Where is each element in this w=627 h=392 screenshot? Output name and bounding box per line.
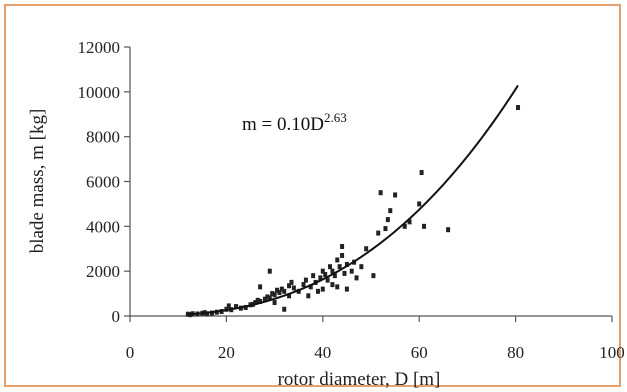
data-point bbox=[282, 306, 287, 312]
data-point bbox=[383, 226, 388, 232]
data-point bbox=[315, 288, 320, 294]
axes bbox=[124, 46, 613, 322]
data-point bbox=[275, 287, 280, 293]
y-tick-label: 0 bbox=[112, 307, 121, 326]
data-point bbox=[328, 264, 333, 270]
x-tick-label: 20 bbox=[218, 343, 235, 362]
data-point bbox=[422, 223, 427, 229]
data-point bbox=[311, 273, 316, 279]
data-point bbox=[234, 304, 239, 310]
y-tick-label: 4000 bbox=[86, 217, 120, 236]
data-point bbox=[354, 275, 359, 281]
data-point bbox=[376, 230, 381, 236]
data-point bbox=[287, 283, 292, 289]
data-point bbox=[243, 304, 248, 310]
data-point bbox=[516, 105, 521, 111]
data-point bbox=[407, 219, 412, 225]
equation-exponent: 2.63 bbox=[324, 110, 347, 125]
data-point bbox=[335, 257, 340, 263]
data-point bbox=[282, 288, 287, 294]
y-tick-label: 8000 bbox=[86, 128, 120, 147]
data-point bbox=[258, 284, 263, 290]
y-tick-label: 6000 bbox=[86, 173, 120, 192]
data-point bbox=[337, 264, 342, 270]
data-point bbox=[267, 268, 272, 274]
data-point bbox=[205, 311, 210, 317]
data-point bbox=[267, 295, 272, 301]
y-tick-label: 10000 bbox=[78, 83, 121, 102]
data-point bbox=[349, 268, 354, 274]
data-point bbox=[262, 296, 267, 302]
data-point bbox=[253, 300, 258, 306]
data-point bbox=[388, 208, 393, 214]
data-point bbox=[291, 285, 296, 291]
data-point bbox=[320, 286, 325, 292]
data-point bbox=[393, 192, 398, 198]
data-point bbox=[335, 284, 340, 290]
data-point bbox=[289, 279, 294, 285]
equation-base: m = 0.10D bbox=[242, 114, 324, 135]
data-point bbox=[320, 268, 325, 274]
data-point bbox=[272, 300, 277, 306]
y-tick-label: 12000 bbox=[78, 38, 121, 57]
data-point bbox=[296, 288, 301, 294]
data-point bbox=[330, 282, 335, 288]
data-point bbox=[270, 291, 275, 297]
data-point bbox=[303, 277, 308, 283]
data-point bbox=[342, 270, 347, 276]
data-point bbox=[325, 277, 330, 283]
data-point bbox=[306, 293, 311, 299]
data-point bbox=[344, 286, 349, 292]
data-point bbox=[344, 261, 349, 267]
data-point bbox=[340, 244, 345, 250]
data-point bbox=[446, 227, 451, 233]
x-tick-label: 0 bbox=[126, 343, 135, 362]
tick-labels: 0 2000 4000 6000 8000 10000 12000 0 20 40 60 80 100 bbox=[78, 38, 625, 362]
x-tick-label: 100 bbox=[599, 343, 625, 362]
data-point bbox=[279, 286, 284, 292]
data-point bbox=[419, 170, 424, 176]
data-point bbox=[332, 273, 337, 279]
data-point bbox=[364, 246, 369, 252]
data-point bbox=[359, 264, 364, 270]
chart-frame bbox=[4, 4, 621, 387]
data-point bbox=[371, 273, 376, 279]
data-point bbox=[265, 294, 270, 300]
x-tick-label: 80 bbox=[507, 343, 524, 362]
data-point bbox=[378, 190, 383, 196]
data-point bbox=[258, 298, 263, 304]
data-point bbox=[301, 282, 306, 288]
equation-annotation: m = 0.10D2.63 bbox=[242, 110, 347, 135]
x-tick-label: 60 bbox=[411, 343, 428, 362]
data-point bbox=[417, 201, 422, 207]
fit-curve bbox=[187, 84, 519, 316]
data-points bbox=[185, 105, 521, 318]
data-point bbox=[255, 297, 260, 303]
data-point bbox=[272, 292, 277, 298]
data-point bbox=[226, 303, 231, 309]
x-tick-label: 40 bbox=[314, 343, 331, 362]
y-axis-title: blade mass, m [kg] bbox=[27, 109, 48, 254]
data-point bbox=[308, 284, 313, 290]
data-point bbox=[385, 217, 390, 223]
data-point bbox=[277, 289, 282, 295]
y-tick-label: 2000 bbox=[86, 262, 120, 281]
data-point bbox=[318, 275, 323, 281]
data-point bbox=[340, 252, 345, 258]
data-point bbox=[402, 223, 407, 229]
data-point bbox=[287, 293, 292, 299]
x-axis-title: rotor diameter, D [m] bbox=[278, 369, 441, 390]
data-point bbox=[323, 272, 328, 278]
data-point bbox=[330, 268, 335, 274]
